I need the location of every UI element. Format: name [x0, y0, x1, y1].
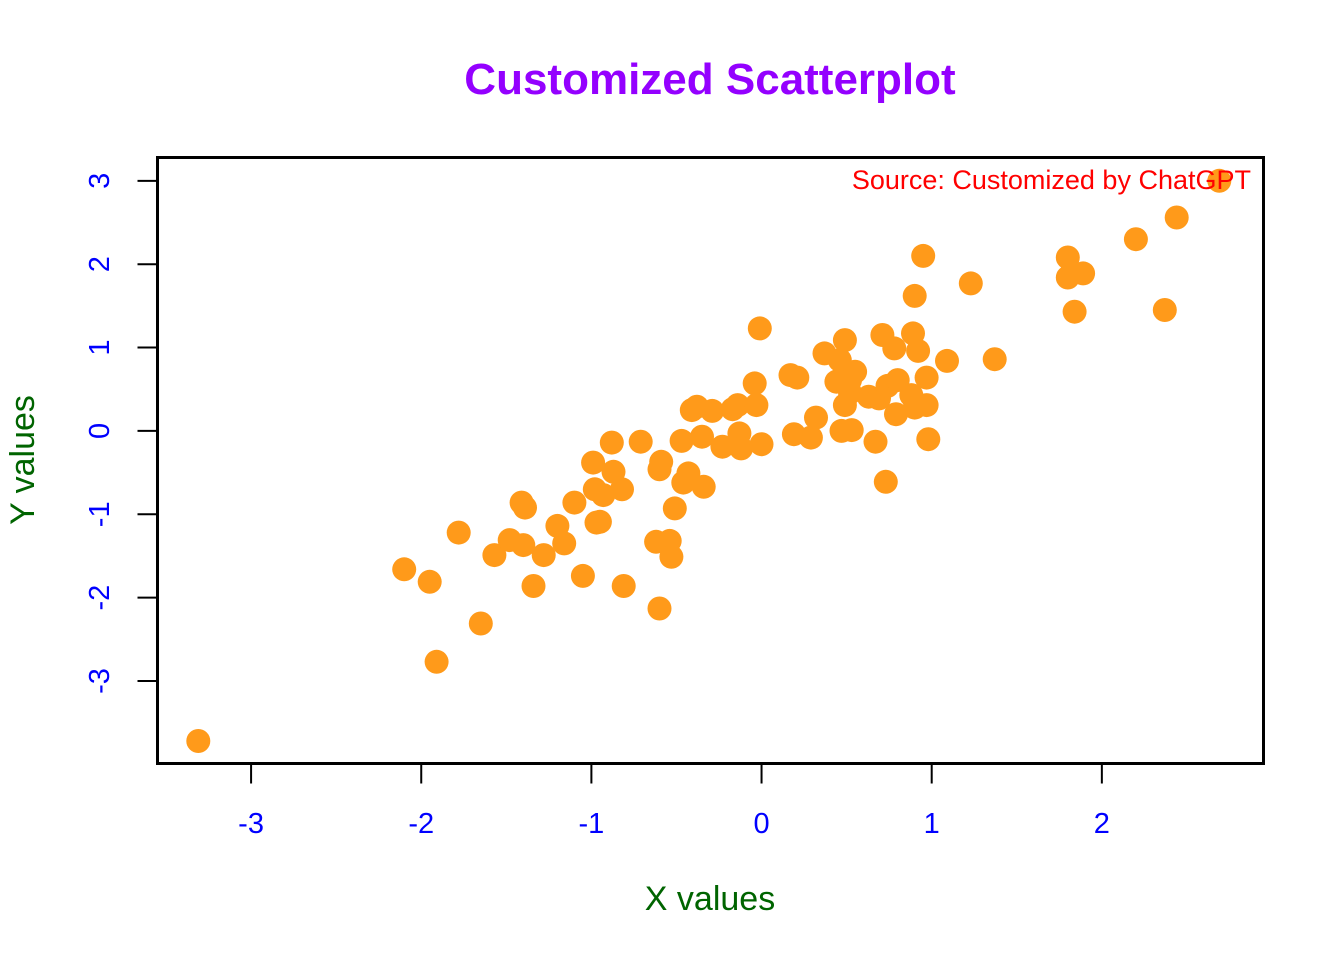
- y-tick-label: 1: [84, 340, 116, 356]
- source-annotation: Source: Customized by ChatGPT: [852, 165, 1251, 195]
- x-tick-label: -2: [408, 808, 434, 840]
- data-point: [843, 359, 868, 384]
- data-point: [729, 436, 754, 461]
- data-point: [935, 348, 959, 373]
- x-tick-label: 0: [753, 808, 769, 840]
- data-point: [804, 405, 828, 430]
- data-point: [958, 271, 983, 296]
- data-point: [873, 469, 898, 494]
- data-point: [662, 496, 687, 521]
- data-point: [744, 393, 769, 418]
- data-point: [570, 563, 595, 588]
- data-point: [521, 574, 546, 598]
- y-tick-label: -1: [84, 501, 116, 527]
- x-tick-label: -3: [238, 808, 264, 840]
- data-point: [1071, 261, 1096, 286]
- data-point: [710, 434, 735, 459]
- data-point: [610, 477, 634, 502]
- y-axis: -3 -2 -1 0 1 2 3: [84, 173, 159, 694]
- data-point: [591, 483, 616, 508]
- data-point: [911, 243, 936, 268]
- data-point: [649, 449, 674, 474]
- y-tick-label: -2: [84, 585, 116, 611]
- x-tick-label: -1: [578, 808, 604, 840]
- data-point: [914, 365, 939, 390]
- y-tick-label: 0: [84, 423, 116, 439]
- y-tick-label: 3: [84, 173, 116, 189]
- data-point: [531, 543, 556, 568]
- data-point: [982, 347, 1007, 372]
- x-axis: -3 -2 -1 0 1 2: [238, 762, 1110, 840]
- plot-frame: [156, 156, 1265, 765]
- data-point: [511, 533, 536, 558]
- data-point: [1123, 227, 1148, 252]
- data-point: [1164, 205, 1189, 230]
- data-point: [914, 393, 939, 418]
- data-point: [1207, 168, 1232, 193]
- y-axis-label: Y values: [4, 395, 42, 525]
- data-point: [1055, 245, 1080, 270]
- points-layer: [186, 168, 1232, 753]
- y-tick-label: 2: [84, 256, 116, 272]
- data-point: [690, 424, 714, 449]
- data-point: [482, 543, 507, 568]
- data-point: [552, 531, 577, 556]
- data-point: [562, 490, 587, 515]
- x-tick-label: 2: [1094, 808, 1110, 840]
- data-point: [424, 649, 449, 674]
- x-axis-label: X values: [645, 880, 775, 918]
- data-point: [611, 574, 636, 598]
- data-point: [628, 429, 653, 454]
- x-tick-label: 1: [924, 808, 940, 840]
- data-point: [599, 430, 624, 455]
- data-point: [832, 328, 857, 353]
- data-point: [882, 336, 907, 361]
- data-point: [691, 474, 716, 499]
- data-point: [725, 393, 750, 418]
- data-point: [839, 418, 864, 443]
- data-point: [902, 283, 927, 308]
- data-point: [513, 495, 537, 520]
- data-point: [1152, 298, 1177, 322]
- data-point: [785, 365, 810, 390]
- data-point: [446, 520, 471, 545]
- data-point: [798, 425, 823, 450]
- data-point: [468, 611, 493, 636]
- data-point: [587, 509, 612, 534]
- data-point: [581, 450, 606, 475]
- data-point: [916, 427, 941, 452]
- y-tick-label: -3: [84, 668, 116, 694]
- data-point: [700, 398, 725, 423]
- data-point: [742, 371, 767, 396]
- chart-title: Customized Scatterplot: [464, 55, 956, 104]
- data-point: [1062, 299, 1087, 324]
- data-point: [747, 316, 772, 341]
- data-point: [417, 569, 442, 594]
- data-point: [392, 557, 417, 582]
- data-point: [863, 429, 888, 454]
- data-point: [647, 596, 672, 621]
- data-point: [906, 338, 931, 363]
- data-point: [669, 428, 694, 453]
- data-point: [749, 432, 774, 457]
- data-point: [186, 729, 211, 753]
- data-point: [659, 544, 684, 569]
- data-point: [884, 402, 908, 427]
